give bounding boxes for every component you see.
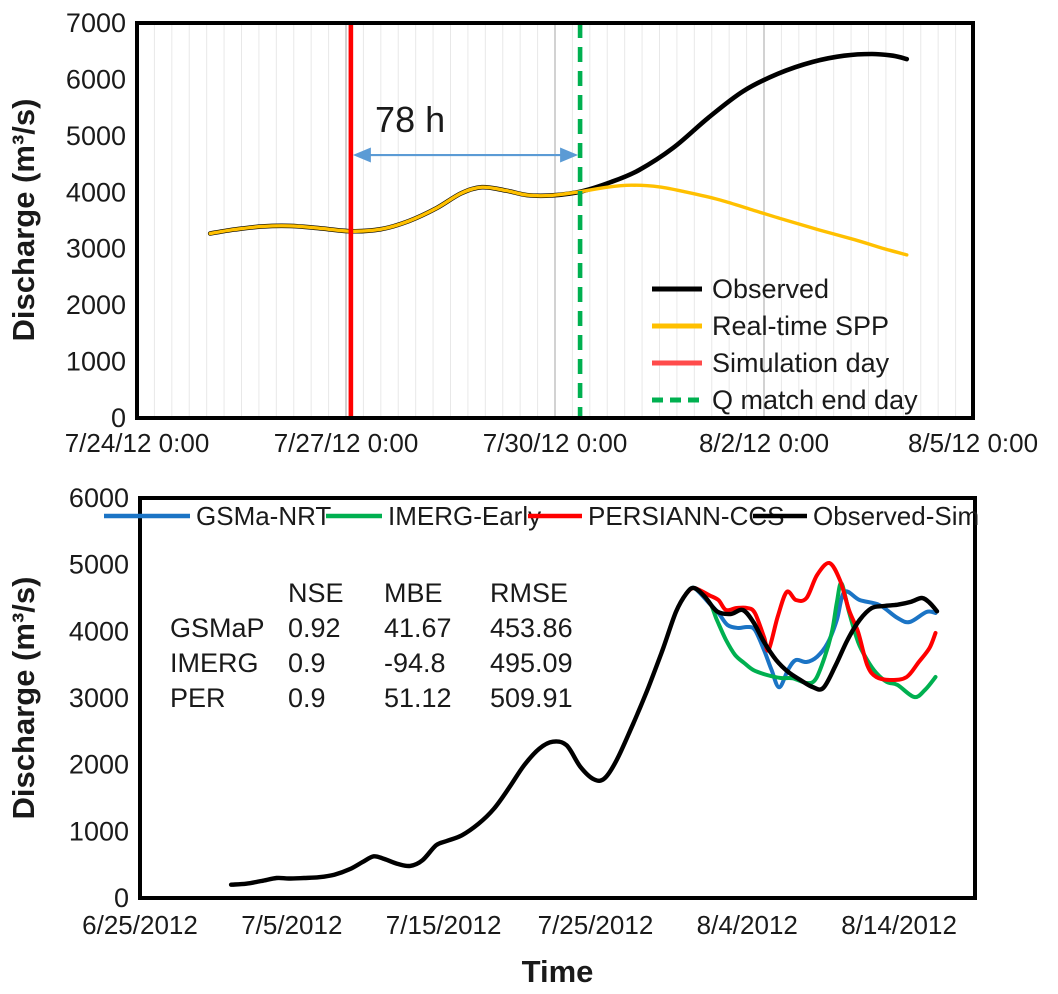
y-tick-label: 0 [114, 883, 129, 913]
series-observed-line [207, 51, 910, 236]
series-persiann-ccs-line [684, 560, 938, 682]
x-tick-label: 7/24/12 0:00 [65, 428, 210, 458]
legend-label: PERSIANN-CCS [588, 501, 784, 531]
x-tick-label: 7/30/12 0:00 [483, 428, 628, 458]
stats-cell: -94.8 [384, 648, 446, 678]
y-axis-title: Discharge (m³/s) [6, 577, 41, 820]
stats-row-label: GSMaP [170, 613, 265, 643]
legend-label: IMERG-Early [388, 501, 541, 531]
y-tick-label: 1000 [69, 816, 129, 846]
x-tick-label: 8/2/12 0:00 [699, 428, 829, 458]
y-axis-title: Discharge (m³/s) [6, 99, 41, 342]
stats-header: MBE [384, 578, 443, 608]
stats-row-label: PER [170, 683, 226, 713]
x-tick-label: 6/25/2012 [82, 910, 198, 940]
legend: Observed Real-time SPP Simulation day Q mat… [652, 274, 918, 415]
stats-row-label: IMERG [170, 648, 259, 678]
y-tick-label: 6000 [69, 483, 129, 513]
legend: GSMa-NRT IMERG-Early PERSIANN-CCS Observed-… [104, 501, 979, 531]
duration-annotation: 78 h [352, 99, 579, 163]
arrowhead-right-icon [560, 147, 579, 163]
duration-label: 78 h [375, 99, 445, 140]
series-observed-sim-line [228, 585, 940, 887]
x-axis-title: Time [522, 954, 594, 989]
y-tick-label: 0 [111, 403, 126, 433]
stats-cell: 453.86 [490, 613, 573, 643]
x-tick-label: 8/14/2012 [841, 910, 957, 940]
stats-cell: 41.67 [384, 613, 452, 643]
x-tick-label: 7/25/2012 [538, 910, 654, 940]
y-tick-label: 2000 [66, 290, 126, 320]
x-tick-label: 8/4/2012 [697, 910, 798, 940]
arrowhead-left-icon [352, 147, 371, 163]
stats-cell: 51.12 [384, 683, 452, 713]
y-tick-label: 3000 [69, 683, 129, 713]
stats-cell: 509.91 [490, 683, 573, 713]
bottom-chart: 0 1000 2000 3000 4000 5000 6000 6/25/2012 7/5/20… [6, 483, 979, 989]
top-chart: 78 h 0 1000 2000 3000 4000 5000 6000 7000 7/24/12… [6, 8, 1038, 458]
stats-cell: 0.9 [288, 648, 326, 678]
y-tick-label: 4000 [66, 177, 126, 207]
stats-header: NSE [288, 578, 344, 608]
y-tick-label: 3000 [66, 234, 126, 264]
stats-table: NSE MBE RMSE GSMaP 0.92 41.67 453.86 IMERG 0.9 -9… [170, 578, 573, 713]
gridlines [153, 23, 957, 418]
y-tick-label: 2000 [69, 750, 129, 780]
x-tick-label: 8/5/12 0:00 [908, 428, 1038, 458]
legend-label: Observed [712, 274, 829, 304]
series-real-time-spp-line [208, 183, 909, 257]
legend-label: Q match end day [712, 385, 918, 415]
stats-cell: 0.92 [288, 613, 341, 643]
stats-cell: 495.09 [490, 648, 573, 678]
plot-border [138, 496, 977, 900]
y-tick-label: 4000 [69, 616, 129, 646]
legend-label: Simulation day [712, 348, 890, 378]
plot-border [135, 21, 975, 420]
y-tick-label: 7000 [66, 8, 126, 38]
x-tick-label: 7/15/2012 [386, 910, 502, 940]
legend-label: Real-time SPP [712, 311, 889, 341]
stats-header: RMSE [490, 578, 568, 608]
stats-cell: 0.9 [288, 683, 326, 713]
y-tick-label: 5000 [66, 121, 126, 151]
y-tick-label: 6000 [66, 64, 126, 94]
legend-label: Observed-Sim [813, 501, 979, 531]
y-tick-label: 5000 [69, 550, 129, 580]
x-tick-label: 7/5/2012 [241, 910, 342, 940]
legend-label: GSMa-NRT [196, 501, 331, 531]
x-tick-label: 7/27/12 0:00 [274, 428, 419, 458]
y-tick-label: 1000 [66, 347, 126, 377]
